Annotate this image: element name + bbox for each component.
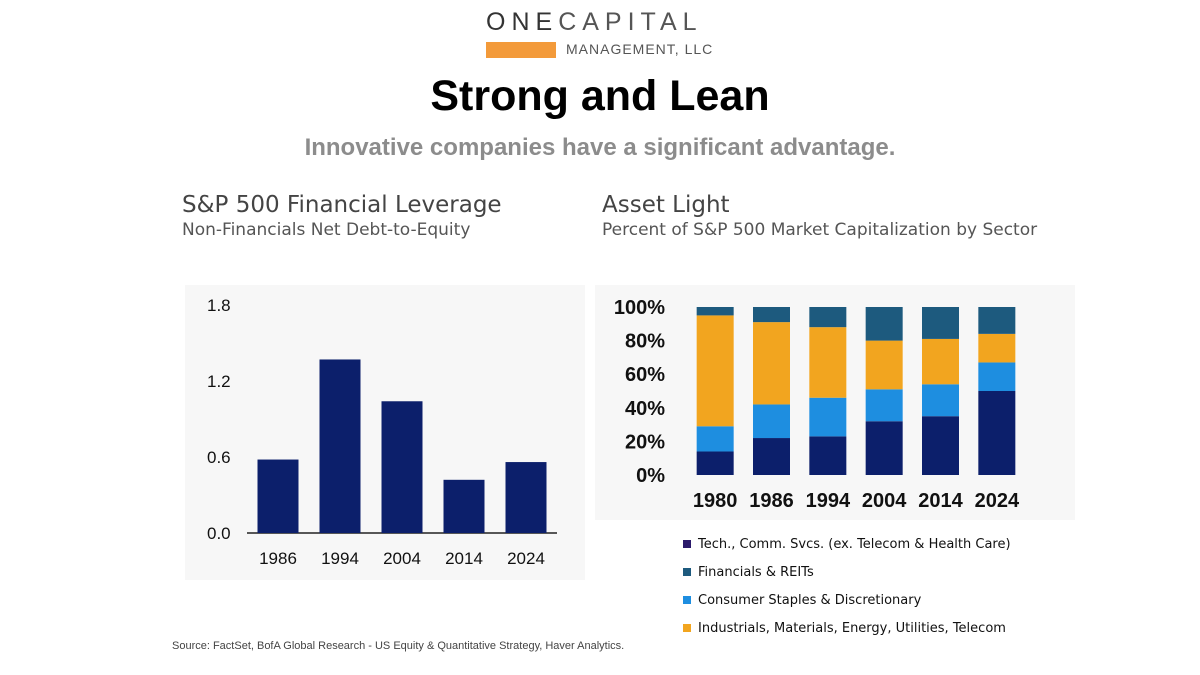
leverage-x-tick-label: 2004 (383, 549, 421, 568)
asset-light-bar-segment (978, 391, 1016, 475)
asset-light-bar-segment (696, 451, 734, 475)
leverage-chart-title: S&P 500 Financial Leverage (182, 192, 502, 218)
asset-light-bar-segment (809, 327, 847, 398)
asset-light-y-tick-label: 60% (625, 364, 665, 386)
leverage-y-tick-label: 1.8 (207, 296, 231, 315)
logo-wordmark: ONECAPITAL (486, 8, 703, 37)
asset-light-bar-segment (696, 315, 734, 427)
asset-light-bar-segment (978, 307, 1016, 334)
asset-light-bar-segment (922, 307, 959, 339)
legend-label: Financials & REITs (698, 564, 814, 580)
asset-light-bar-segment (753, 307, 790, 323)
leverage-chart-subtitle: Non-Financials Net Debt-to-Equity (182, 220, 471, 240)
asset-light-chart-title: Asset Light (602, 192, 730, 218)
asset-light-x-tick-label: 1994 (806, 490, 851, 512)
asset-light-y-tick-label: 20% (625, 431, 665, 453)
asset-light-bar-segment (696, 426, 734, 452)
asset-light-bar-segment (865, 421, 903, 475)
asset-light-bar-segment (922, 416, 959, 475)
asset-light-chart-subtitle: Percent of S&P 500 Market Capitalization… (602, 220, 1038, 240)
asset-light-bar-segment (809, 436, 847, 475)
logo-word-one: ONE (486, 8, 559, 36)
legend-swatch (683, 540, 691, 548)
leverage-x-tick-label: 1994 (321, 549, 359, 568)
source-note: Source: FactSet, BofA Global Research - … (172, 640, 625, 652)
asset-light-x-tick-label: 2024 (975, 490, 1020, 512)
asset-light-stacked-bar-chart: 100% 80% 60% 40% 20% 0% 1980 1986 1994 2004 2014 20… (595, 285, 1075, 520)
leverage-y-tick-label: 0.6 (207, 448, 231, 467)
leverage-bar (505, 462, 547, 533)
asset-light-x-tick-label: 2014 (918, 490, 963, 512)
leverage-bar (381, 401, 423, 533)
leverage-y-tick-label: 0.0 (207, 524, 231, 543)
asset-light-x-tick-label: 1986 (749, 490, 794, 512)
asset-light-bar-segment (753, 322, 790, 405)
legend-item: Consumer Staples & Discretionary (683, 586, 1011, 614)
asset-light-bar-segment (809, 307, 847, 328)
legend-item: Industrials, Materials, Energy, Utilitie… (683, 614, 1011, 642)
asset-light-bar-segment (865, 340, 903, 390)
page-title: Strong and Lean (430, 72, 770, 120)
asset-light-bar-segment (978, 333, 1016, 363)
company-logo: ONECAPITAL MANAGEMENT, LLC (486, 8, 716, 58)
leverage-y-tick-label: 1.2 (207, 372, 231, 391)
logo-word-capital: CAPITAL (558, 8, 703, 36)
asset-light-y-tick-label: 80% (625, 331, 665, 353)
asset-light-legend: Tech., Comm. Svcs. (ex. Telecom & Health… (683, 530, 1011, 642)
legend-label: Tech., Comm. Svcs. (ex. Telecom & Health… (698, 536, 1011, 552)
leverage-chart-heading: S&P 500 Financial Leverage Non-Financial… (182, 192, 502, 240)
asset-light-bar-segment (809, 397, 847, 437)
asset-light-bar-segment (696, 307, 734, 316)
legend-label: Industrials, Materials, Energy, Utilitie… (698, 620, 1006, 636)
asset-light-bar-segment (865, 307, 903, 341)
logo-tagline: MANAGEMENT, LLC (566, 41, 714, 57)
page-subtitle: Innovative companies have a significant … (304, 134, 896, 161)
asset-light-bar-segment (978, 362, 1016, 391)
leverage-x-tick-label: 2024 (507, 549, 545, 568)
asset-light-bar-segment (753, 438, 790, 475)
asset-light-y-tick-label: 100% (614, 297, 665, 319)
leverage-x-tick-label: 1986 (259, 549, 297, 568)
leverage-bar-chart: 1.8 1.2 0.6 0.0 1986 1994 2004 2014 2024 (185, 285, 585, 580)
asset-light-bar-segment (922, 338, 959, 385)
asset-light-y-tick-label: 0% (636, 465, 665, 487)
asset-light-x-tick-label: 2004 (862, 490, 907, 512)
legend-swatch (683, 568, 691, 576)
asset-light-chart-heading: Asset Light Percent of S&P 500 Market Ca… (602, 192, 1037, 240)
legend-item: Tech., Comm. Svcs. (ex. Telecom & Health… (683, 530, 1011, 558)
asset-light-x-tick-label: 1980 (693, 490, 738, 512)
asset-light-bar-segment (865, 389, 903, 422)
asset-light-y-tick-label: 40% (625, 398, 665, 420)
leverage-bar (443, 479, 485, 533)
legend-swatch (683, 596, 691, 604)
leverage-bar (257, 459, 299, 533)
legend-label: Consumer Staples & Discretionary (698, 592, 922, 608)
legend-item: Financials & REITs (683, 558, 1011, 586)
asset-light-bar-segment (922, 384, 959, 417)
asset-light-bar-segment (753, 404, 790, 439)
legend-swatch (683, 624, 691, 632)
leverage-x-tick-label: 2014 (445, 549, 483, 568)
logo-accent-bar (486, 42, 556, 58)
leverage-bar (319, 359, 361, 533)
